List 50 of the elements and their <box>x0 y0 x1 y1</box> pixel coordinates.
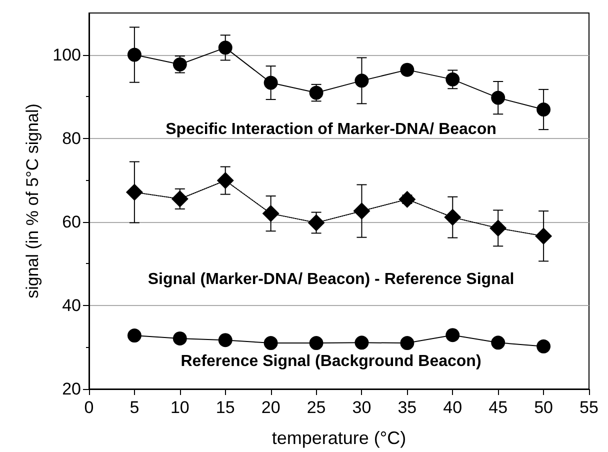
point <box>446 72 460 86</box>
y-tick-label: 100 <box>52 45 81 64</box>
point <box>353 202 370 220</box>
point <box>354 74 369 88</box>
x-tick-label: 45 <box>488 398 508 417</box>
point <box>446 328 460 342</box>
y-tick-label: 20 <box>62 380 81 398</box>
series-label: Specific Interaction of Marker-DNA/ Beacon <box>166 121 496 138</box>
point <box>308 214 325 232</box>
x-tick-label: 40 <box>443 398 462 417</box>
point <box>264 336 278 350</box>
point <box>491 336 506 350</box>
point <box>536 339 551 354</box>
text: Signal (Marker-DNA/ Beacon) - Reference Signal <box>148 271 514 288</box>
point <box>535 228 552 245</box>
series-label: Reference Signal (Background Beacon) <box>180 353 482 370</box>
point <box>536 102 551 117</box>
point <box>126 184 143 201</box>
point <box>218 333 232 348</box>
x-tick-label: 0 <box>84 398 94 417</box>
point <box>400 336 414 350</box>
point <box>491 90 506 105</box>
y-tick-label: 40 <box>62 296 81 315</box>
y-axis-title: signal (in % of 5°C signal) <box>23 104 42 298</box>
point <box>216 172 234 190</box>
x-tick-label: 25 <box>306 398 326 417</box>
point <box>262 205 280 222</box>
point <box>127 328 142 343</box>
x-tick-label: 10 <box>170 398 190 417</box>
point <box>171 190 188 208</box>
x-tick-label: 50 <box>534 398 554 417</box>
y-tick-label: 80 <box>62 128 81 148</box>
x-tick-label: 20 <box>261 398 280 417</box>
x-tick-label: 5 <box>130 398 140 417</box>
x-tick-label: 30 <box>352 398 372 417</box>
point <box>354 336 369 350</box>
point <box>264 76 278 90</box>
point <box>444 208 462 226</box>
point <box>218 40 232 55</box>
point <box>400 62 414 77</box>
x-tick-label: 15 <box>216 398 235 417</box>
y-tick-label: 60 <box>62 212 81 232</box>
point <box>309 336 324 350</box>
point <box>490 220 507 237</box>
point <box>172 331 187 346</box>
x-tick-label: 35 <box>398 398 417 417</box>
point <box>127 48 142 62</box>
x-axis-title: temperature (°C) <box>272 428 406 448</box>
point <box>398 190 416 208</box>
x-tick-label: 55 <box>580 398 598 417</box>
